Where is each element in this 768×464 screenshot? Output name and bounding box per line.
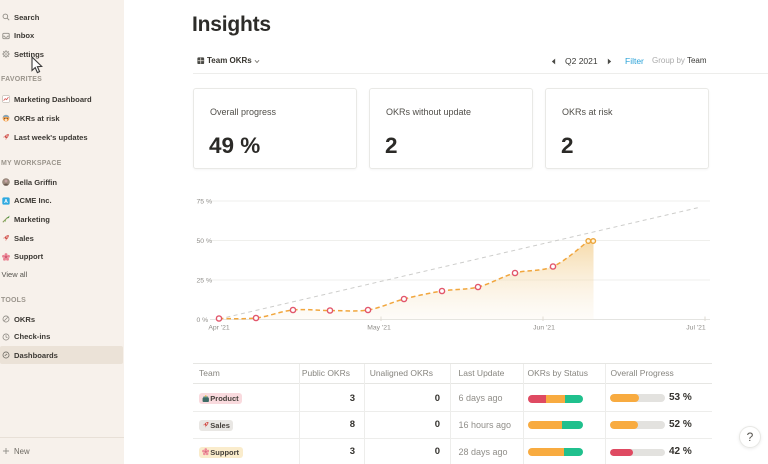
svg-text:75 %: 75 % bbox=[197, 199, 213, 206]
svg-text:Jul '21: Jul '21 bbox=[686, 325, 706, 332]
svg-text:0 %: 0 % bbox=[197, 317, 209, 324]
svg-text:A: A bbox=[4, 198, 8, 204]
svg-text:Jun '21: Jun '21 bbox=[533, 325, 555, 332]
svg-text:May '21: May '21 bbox=[367, 325, 391, 332]
svg-text:50 %: 50 % bbox=[197, 238, 213, 245]
svg-text:25 %: 25 % bbox=[197, 278, 213, 285]
svg-text:Apr '21: Apr '21 bbox=[208, 325, 230, 332]
